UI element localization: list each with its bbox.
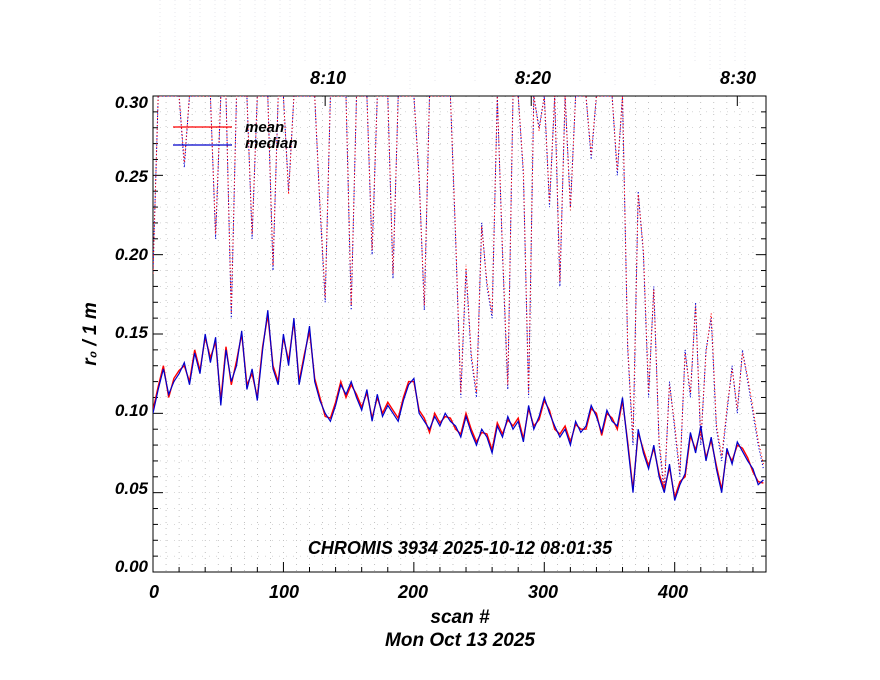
y-tick-label-6: 0.30	[115, 93, 149, 112]
top-streak-artifacts	[159, 0, 746, 89]
y-tick-label-0: 0.00	[115, 557, 149, 576]
legend-label-mean: mean	[245, 119, 284, 136]
x-tick-label-0: 0	[149, 582, 159, 602]
x-axis-label: scan #	[430, 607, 490, 628]
legend-label-median: median	[245, 135, 298, 152]
series-median-dotted	[153, 96, 764, 493]
y-tick-label-5: 0.25	[115, 167, 149, 186]
x-tick-label-3: 300	[528, 582, 558, 602]
x-tick-label-4: 400	[657, 582, 688, 602]
date-label: Mon Oct 13 2025	[385, 630, 535, 651]
chart-title: CHROMIS 3934 2025-10-12 08:01:35	[308, 538, 613, 558]
time-tick-label-1: 8:20	[515, 68, 551, 88]
y-tick-label-3: 0.15	[115, 323, 149, 342]
x-tick-label-1: 100	[269, 582, 299, 602]
time-tick-label-0: 8:10	[310, 68, 346, 88]
y-tick-label-4: 0.20	[115, 245, 149, 264]
axis-ticks	[152, 95, 766, 573]
legend: mean median	[173, 119, 298, 152]
dotted-grid	[152, 95, 767, 573]
y-tick-label-2: 0.10	[115, 401, 149, 420]
y-tick-label-1: 0.05	[115, 479, 149, 498]
x-tick-label-2: 200	[397, 582, 428, 602]
series-median	[153, 310, 764, 501]
y-axis-label: r₀ / 1 m	[80, 302, 101, 366]
time-tick-label-2: 8:30	[720, 68, 756, 88]
